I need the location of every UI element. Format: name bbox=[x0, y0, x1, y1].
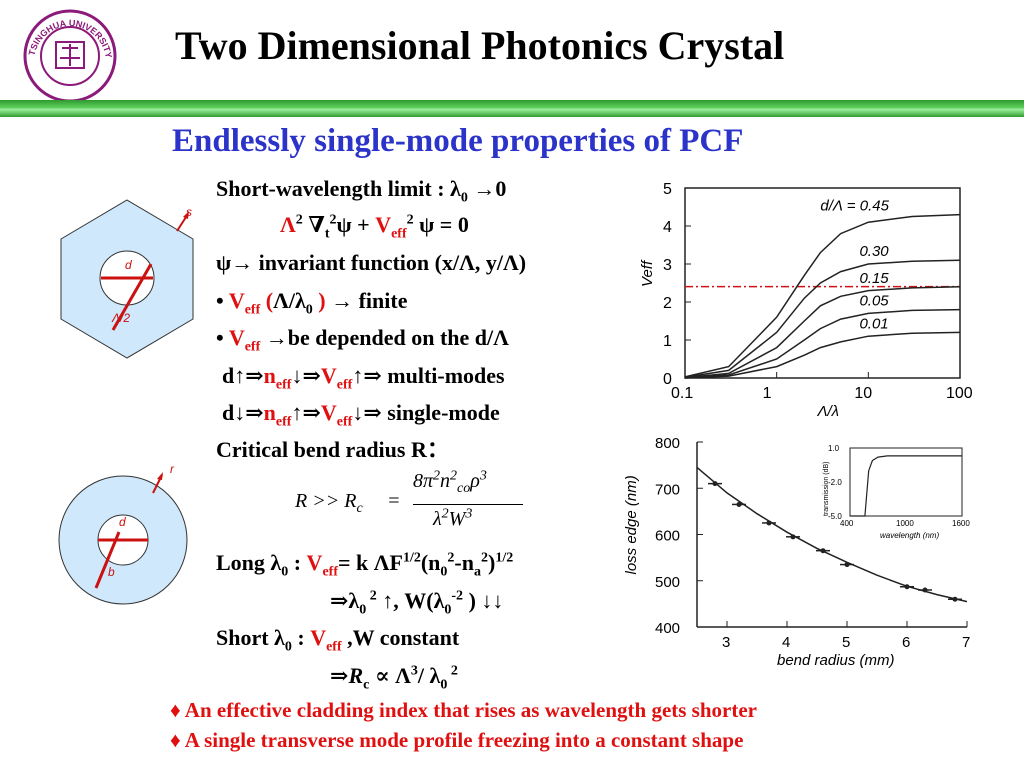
series-label-4: 0.01 bbox=[859, 315, 888, 332]
text-line-short-wavelength: Short-wavelength limit : λ0 →0 bbox=[216, 176, 507, 206]
y-tick-label: 500 bbox=[655, 574, 680, 591]
y-axis-label: Veff bbox=[640, 259, 656, 287]
slide-title: Two Dimensional Photonics Crystal bbox=[175, 23, 785, 68]
x-tick-label: 1600 bbox=[952, 519, 970, 528]
x-tick-label: 100 bbox=[946, 385, 973, 402]
x-tick-label: 1 bbox=[763, 385, 772, 402]
text-line-short-result: ⇒Rc ∝ Λ3/ λ0 2 bbox=[330, 663, 458, 693]
y-tick-label: 3 bbox=[663, 257, 672, 274]
x-tick-label: 10 bbox=[854, 385, 872, 402]
text-line-wave-equation: Λ2 ∇t2ψ + Veff2 ψ = 0 bbox=[280, 212, 469, 242]
y-tick-label: 4 bbox=[663, 219, 672, 236]
loss-edge-chart: 400 500 600 700 800 3 4 5 6 7 loss edge (nm) bend r… bbox=[623, 435, 970, 669]
y-tick-label: 2 bbox=[663, 295, 672, 312]
y-tick-label: -5.0 bbox=[828, 512, 842, 521]
data-point bbox=[712, 481, 718, 487]
label-s: s bbox=[186, 205, 192, 219]
title-divider bbox=[0, 100, 1024, 117]
label-lambda-half: Λ/2 bbox=[111, 311, 130, 325]
x-tick-label: 400 bbox=[840, 519, 854, 528]
y-tick-label: 1.0 bbox=[828, 444, 840, 453]
x-tick-label: 5 bbox=[842, 634, 850, 651]
y-tick-label: 5 bbox=[663, 181, 672, 198]
y-axis-label: transmission (dB) bbox=[823, 462, 830, 516]
university-logo: TSINGHUA UNIVERSITY 1911 bbox=[22, 8, 117, 103]
x-axis-label: wavelength (nm) bbox=[880, 531, 939, 540]
series-label-3: 0.05 bbox=[859, 293, 889, 310]
text-line-short-lambda: Short λ0 : Veff ,W constant bbox=[216, 625, 460, 655]
plot-frame bbox=[684, 187, 961, 379]
y-tick-label: 0 bbox=[663, 371, 672, 388]
data-point bbox=[904, 584, 910, 590]
veff-chart: 0 1 2 3 4 5 0.1 1 10 100 Veff Λ/λ d/Λ = 0.45 0.30 0.15… bbox=[640, 181, 973, 418]
data-point bbox=[766, 520, 772, 526]
y-tick-label: 600 bbox=[655, 528, 680, 545]
series-label-1: 0.30 bbox=[859, 243, 889, 260]
x-tick-label: 6 bbox=[902, 634, 910, 651]
x-tick-label: 7 bbox=[962, 634, 970, 651]
data-point bbox=[736, 501, 742, 507]
data-point bbox=[922, 587, 928, 593]
text-line-veff-finite: • Veff (Λ/λ0 ) → finite bbox=[216, 288, 408, 318]
x-axis-label: Λ/λ bbox=[817, 403, 840, 418]
y-tick-label: 1 bbox=[663, 333, 672, 350]
data-point bbox=[844, 562, 850, 568]
label-b: b bbox=[108, 565, 115, 579]
label-d: d bbox=[125, 258, 132, 272]
text-line-single-mode: d↓⇒neff↑⇒Veff↓⇒ single-mode bbox=[222, 400, 500, 430]
slide-subtitle: Endlessly single-mode properties of PCF bbox=[172, 123, 744, 159]
series-line-0 bbox=[684, 213, 961, 378]
text-line-critical-bend: Critical bend radius R： bbox=[216, 437, 449, 462]
label-r: r bbox=[170, 462, 175, 476]
transmission-line bbox=[850, 455, 962, 517]
x-tick-label: 0.1 bbox=[671, 385, 693, 402]
text-line-long-result: ⇒λ0 2 ↑, W(λ0-2 ) ↓↓ bbox=[330, 588, 504, 618]
y-tick-label: 700 bbox=[655, 481, 680, 498]
y-tick-label: -2.0 bbox=[828, 478, 842, 487]
data-point bbox=[820, 548, 826, 554]
series-line-4 bbox=[684, 331, 961, 379]
data-point bbox=[952, 596, 958, 602]
note-mode-profile: ♦ A single transverse mode profile freez… bbox=[170, 728, 744, 752]
series-line-1 bbox=[684, 259, 961, 378]
inset-frame bbox=[849, 447, 963, 517]
text-line-long-wavelength: Long λ0 : Veff= k ΛF1/2(n02-na2)1/2 bbox=[216, 550, 514, 580]
x-axis-label: bend radius (mm) bbox=[777, 652, 895, 669]
hexagon-cell-diagram: s d Λ/2 bbox=[60, 199, 194, 359]
text-line-veff-depends: • Veff →be depended on the d/Λ bbox=[216, 325, 509, 355]
y-tick-label: 800 bbox=[655, 435, 680, 452]
y-tick-label: 400 bbox=[655, 620, 680, 637]
series-line-2 bbox=[684, 286, 961, 379]
text-line-multi-modes: d↑⇒neff↓⇒Veff↑⇒ multi-modes bbox=[222, 363, 505, 393]
note-cladding-index: ♦ An effective cladding index that rises… bbox=[170, 698, 757, 722]
annular-fiber-diagram: r d b bbox=[58, 462, 188, 605]
label-d: d bbox=[119, 515, 126, 529]
series-line-3 bbox=[684, 308, 961, 379]
x-tick-label: 4 bbox=[782, 634, 790, 651]
text-line-invariant: ψ→ invariant function (x/Λ, y/Λ) bbox=[216, 250, 527, 275]
y-axis-label: loss edge (nm) bbox=[623, 475, 640, 574]
x-tick-label: 1000 bbox=[896, 519, 914, 528]
critical-radius-formula: R >> Rc = 8π2n2coρ3 λ2W3 bbox=[295, 468, 535, 540]
series-label-2: 0.15 bbox=[859, 270, 889, 287]
x-tick-label: 3 bbox=[722, 634, 730, 651]
series-label-0: d/Λ = 0.45 bbox=[820, 198, 889, 215]
data-point bbox=[790, 534, 796, 540]
